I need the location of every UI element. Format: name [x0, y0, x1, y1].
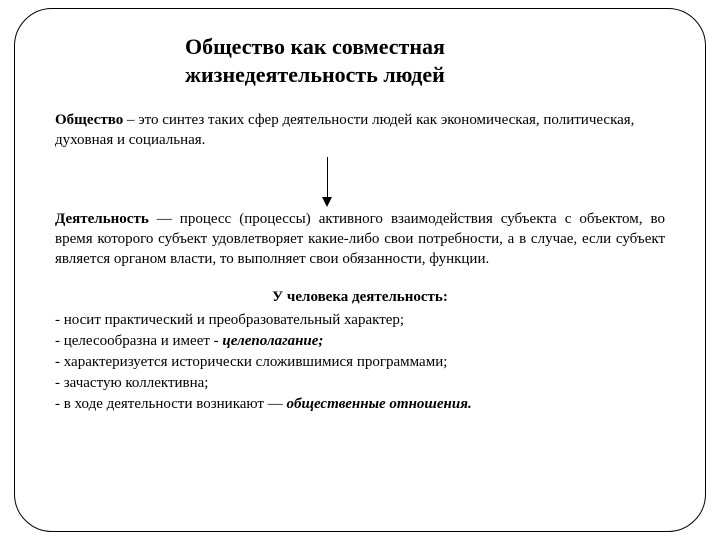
title-line-1: Общество как совместная: [185, 34, 445, 59]
list-item: - носит практический и преобразовательны…: [55, 310, 665, 331]
term-society: Общество: [55, 112, 123, 128]
page-title: Общество как совместная жизнедеятельност…: [185, 33, 665, 88]
list-item-text: - в ходе деятельности возникают —: [55, 396, 286, 412]
document-frame: Общество как совместная жизнедеятельност…: [14, 8, 706, 532]
list-item: - целесообразна и имеет - целеполагание;: [55, 331, 665, 352]
list-item-text: - целесообразна и имеет -: [55, 333, 222, 349]
list-item: - в ходе деятельности возникают — общест…: [55, 394, 665, 415]
list-item: - зачастую коллективна;: [55, 373, 665, 394]
list-subtitle: У человека деятельность:: [55, 289, 665, 306]
list-item: - характеризуется исторически сложившими…: [55, 352, 665, 373]
arrow-connector: [55, 157, 665, 209]
list-item-emphasis: общественные отношения.: [286, 396, 471, 412]
list-item-emphasis: целеполагание;: [222, 333, 323, 349]
term-activity: Деятельность: [55, 211, 149, 227]
definition-activity: Деятельность — процесс (процессы) активн…: [55, 209, 665, 270]
title-line-2: жизнедеятельность людей: [185, 62, 445, 87]
arrow-line: [327, 157, 328, 201]
definition-society: Общество – это синтез таких сфер деятель…: [55, 110, 665, 151]
term-society-text: – это синтез таких сфер деятельности люд…: [55, 112, 634, 148]
arrow-head-icon: [322, 197, 332, 207]
